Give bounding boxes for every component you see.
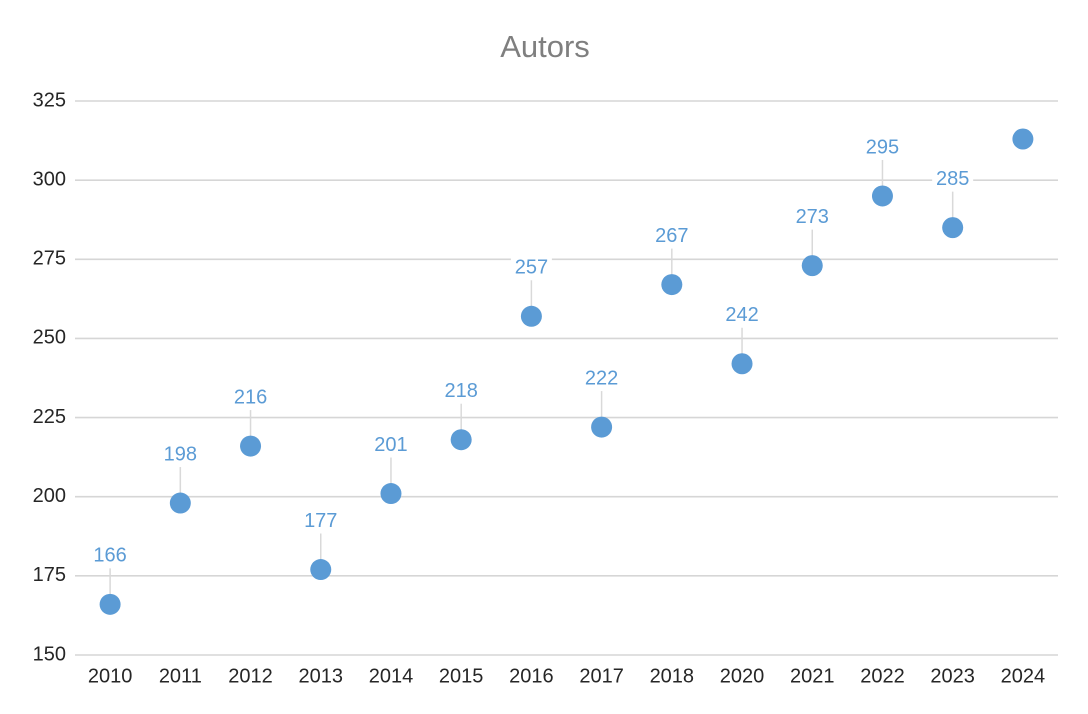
data-point <box>661 274 683 296</box>
x-axis-tick-label: 2016 <box>509 665 554 687</box>
y-axis-tick-label: 225 <box>33 406 66 428</box>
data-label: 216 <box>234 386 267 408</box>
y-axis-tick-label: 175 <box>33 564 66 586</box>
data-point <box>169 492 191 514</box>
data-label: 222 <box>585 367 618 389</box>
data-label: 166 <box>93 545 126 567</box>
data-point <box>310 559 332 581</box>
x-axis-tick-label: 2015 <box>439 665 484 687</box>
data-point <box>450 429 472 451</box>
data-points-layer <box>99 128 1034 615</box>
data-label-background <box>89 544 131 569</box>
data-label: 257 <box>515 257 548 279</box>
x-axis-tick-label: 2024 <box>1001 665 1046 687</box>
data-point <box>591 416 613 438</box>
data-label-background <box>510 256 552 281</box>
data-point <box>942 217 964 239</box>
data-label-background <box>370 433 412 458</box>
x-axis-tick-label: 2014 <box>369 665 414 687</box>
data-label: 295 <box>866 136 899 158</box>
y-axis-tick-label: 275 <box>33 248 66 270</box>
x-axis-tick-label: 2023 <box>930 665 975 687</box>
data-label-background <box>861 135 903 160</box>
data-label-background <box>300 509 342 534</box>
x-axis-tick-label: 2012 <box>228 665 273 687</box>
data-label: 177 <box>304 510 337 532</box>
x-axis-tick-label: 2013 <box>299 665 344 687</box>
x-axis-tick-label: 2022 <box>860 665 905 687</box>
x-axis-tick-label: 2021 <box>790 665 835 687</box>
data-point <box>240 435 262 457</box>
data-label-background <box>581 367 623 392</box>
y-axis-tick-label: 200 <box>33 485 66 507</box>
y-axis-tick-label: 250 <box>33 327 66 349</box>
chart-title: Autors <box>500 29 590 64</box>
data-labels-layer: 166 198 216 177 201 218 257 222 267 242 273 295 285 <box>89 135 974 569</box>
data-label-background <box>791 205 833 230</box>
data-label-background <box>932 167 974 192</box>
x-axis-tick-label: 2017 <box>579 665 624 687</box>
data-label: 285 <box>936 168 969 190</box>
x-axis-tick-label: 2018 <box>650 665 695 687</box>
y-axis-tick-label: 300 <box>33 168 66 190</box>
data-label-background <box>721 303 763 328</box>
x-axis-tick-label: 2020 <box>720 665 765 687</box>
data-label: 201 <box>374 434 407 456</box>
data-label: 267 <box>655 225 688 247</box>
data-label: 273 <box>796 206 829 228</box>
x-axis-tick-label: 2011 <box>159 665 202 687</box>
data-point <box>380 483 402 505</box>
data-point <box>871 185 893 207</box>
data-label-background <box>440 379 482 404</box>
data-point <box>99 593 121 615</box>
data-label: 242 <box>725 304 758 326</box>
y-axis-tick-label: 325 <box>33 89 66 111</box>
data-label: 218 <box>444 380 477 402</box>
data-label-background <box>159 443 201 468</box>
data-point <box>731 353 753 375</box>
axis-labels-layer: 150 175 200 225 250 275 300 325 2010 2011 2012 2013… <box>33 89 1046 687</box>
x-axis-tick-label: 2010 <box>88 665 133 687</box>
gridlines-layer <box>75 100 1058 656</box>
data-label-background <box>651 224 693 249</box>
data-label: 198 <box>164 443 197 465</box>
data-point <box>1012 128 1034 150</box>
data-point <box>520 305 542 327</box>
data-point <box>801 255 823 277</box>
data-label-background <box>230 386 272 411</box>
y-axis-tick-label: 150 <box>33 643 66 665</box>
